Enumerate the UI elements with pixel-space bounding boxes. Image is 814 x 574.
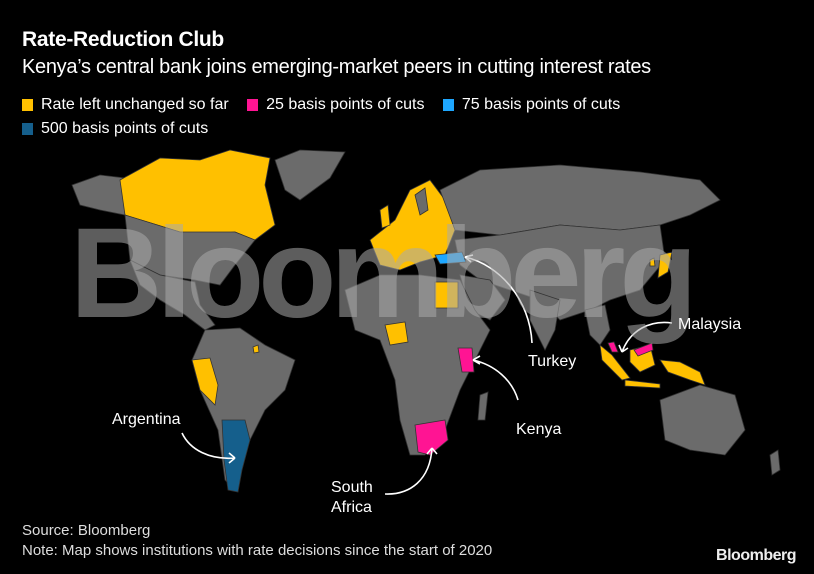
turkey-arrow-icon (464, 254, 533, 344)
label-africa: Africa (331, 499, 372, 516)
legend-label: Rate left unchanged so far (41, 96, 229, 113)
note-text: Note: Map shows institutions with rate d… (22, 542, 493, 559)
annotation-arrows (181, 254, 673, 495)
legend-item-75bp: 75 basis points of cuts (442, 94, 621, 116)
nigeria (384, 321, 409, 346)
java (624, 379, 661, 389)
kenya-arrow-icon (472, 355, 519, 401)
russia (439, 164, 721, 236)
south-africa-arrow-icon (384, 447, 438, 495)
legend-item-25bp: 25 basis points of cuts (247, 94, 424, 116)
mexico (129, 259, 216, 331)
footer-notes: Source: Bloomberg Note: Map shows instit… (22, 521, 492, 561)
peru (191, 357, 219, 406)
africa (344, 274, 491, 456)
label-south: South (331, 479, 373, 496)
australia (659, 384, 746, 456)
label-argentina: Argentina (112, 411, 181, 428)
chart-subtitle: Kenya’s central bank joins emerging-mark… (22, 56, 651, 78)
turkey (434, 251, 467, 265)
india (529, 289, 561, 351)
sumatra (599, 344, 631, 381)
egypt (434, 281, 459, 309)
scandinavia-gray (414, 187, 429, 216)
argentina-arrow-icon (181, 432, 236, 464)
argentina (221, 419, 251, 493)
legend-swatch-icon (22, 123, 33, 135)
legend-swatch-icon (247, 99, 259, 111)
legend-swatch-icon (22, 99, 33, 111)
malaysia-borneo (633, 342, 654, 357)
indonesia-east (659, 359, 706, 386)
south-korea (649, 257, 656, 267)
new-zealand (769, 449, 781, 476)
south-africa (414, 419, 449, 456)
legend-label: 25 basis points of cuts (266, 96, 425, 113)
label-malaysia: Malaysia (678, 316, 742, 333)
alaska (71, 174, 126, 216)
legend-item-500bp: 500 basis points of cuts (22, 118, 208, 140)
chart-title: Rate-Reduction Club (22, 28, 224, 51)
legend-item-unchanged: Rate left unchanged so far (22, 94, 229, 116)
label-south-africa: South Africa (331, 478, 373, 518)
label-kenya: Kenya (516, 421, 562, 438)
legend-label: 75 basis points of cuts (461, 96, 621, 113)
greenland (274, 149, 346, 201)
madagascar (477, 391, 489, 421)
label-turkey: Turkey (528, 353, 577, 370)
uk (379, 204, 391, 229)
legend-swatch-icon (442, 99, 454, 111)
kenya (457, 347, 475, 373)
malaysia-arrow-icon (618, 321, 673, 353)
bloomberg-logo: Bloomberg (716, 547, 796, 564)
suriname (252, 344, 260, 354)
japan (657, 251, 673, 279)
legend: Rate left unchanged so far 25 basis poin… (22, 94, 782, 142)
malaysia-peninsula (607, 341, 619, 353)
legend-label: 500 basis points of cuts (41, 120, 209, 137)
source-text: Source: Bloomberg (22, 522, 151, 539)
world-map (71, 149, 781, 495)
indochina (584, 304, 611, 346)
